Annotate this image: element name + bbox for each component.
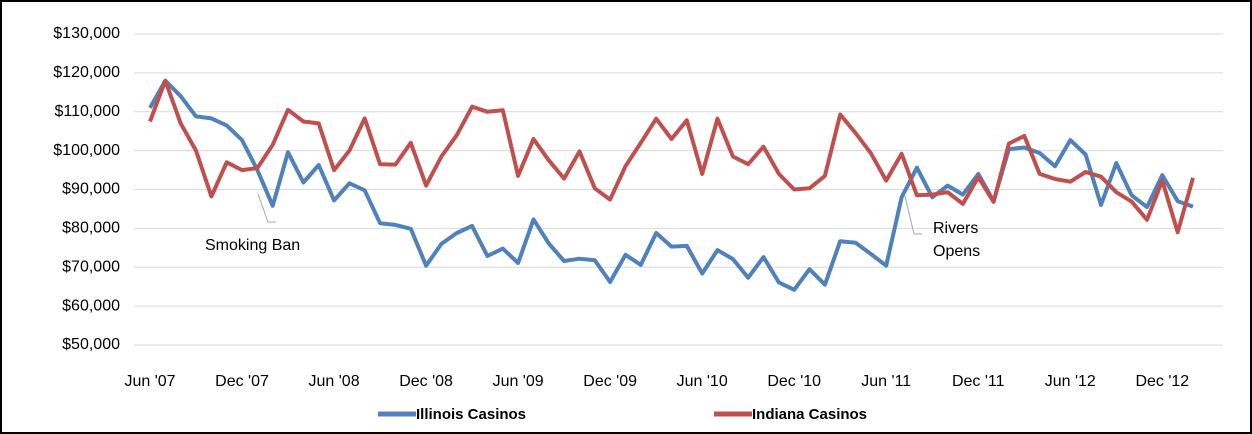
x-tick-label: Jun '08	[309, 373, 360, 390]
legend-text: Indiana Casinos	[752, 406, 867, 423]
y-tick-label: $100,000	[53, 142, 120, 159]
x-tick-label: Jun '10	[677, 373, 728, 390]
x-tick-label: Dec '09	[583, 373, 637, 390]
y-tick-label: $70,000	[62, 258, 120, 275]
legend-text: Illinois Casinos	[416, 406, 526, 423]
x-tick-label: Dec '10	[767, 373, 821, 390]
series-line	[148, 78, 1194, 292]
x-tick-label: Dec '11	[952, 373, 1005, 390]
y-tick-label: $80,000	[62, 220, 120, 237]
annotation: Smoking Ban	[205, 237, 300, 254]
y-tick-label: $90,000	[62, 181, 120, 198]
y-tick-label: $110,000	[54, 103, 120, 120]
annotation-leader	[257, 193, 276, 223]
x-tick-label: Jun '11	[861, 373, 911, 390]
x-tick-label: Dec '12	[1135, 373, 1189, 390]
y-tick-label: $60,000	[62, 297, 120, 314]
series-line	[148, 78, 1195, 235]
y-tick-label: $130,000	[53, 25, 120, 42]
annotation: Opens	[933, 243, 980, 260]
annotation: Rivers	[933, 220, 978, 237]
y-tick-label: $50,000	[62, 336, 120, 353]
x-tick-label: Dec '07	[215, 373, 269, 390]
x-tick-label: Jun '09	[493, 373, 544, 390]
x-tick-label: Dec '08	[399, 373, 453, 390]
annotation-leader	[904, 195, 922, 235]
x-tick-label: Jun '12	[1045, 373, 1096, 390]
x-tick-label: Jun '07	[124, 373, 175, 390]
y-tick-label: $120,000	[53, 64, 120, 81]
